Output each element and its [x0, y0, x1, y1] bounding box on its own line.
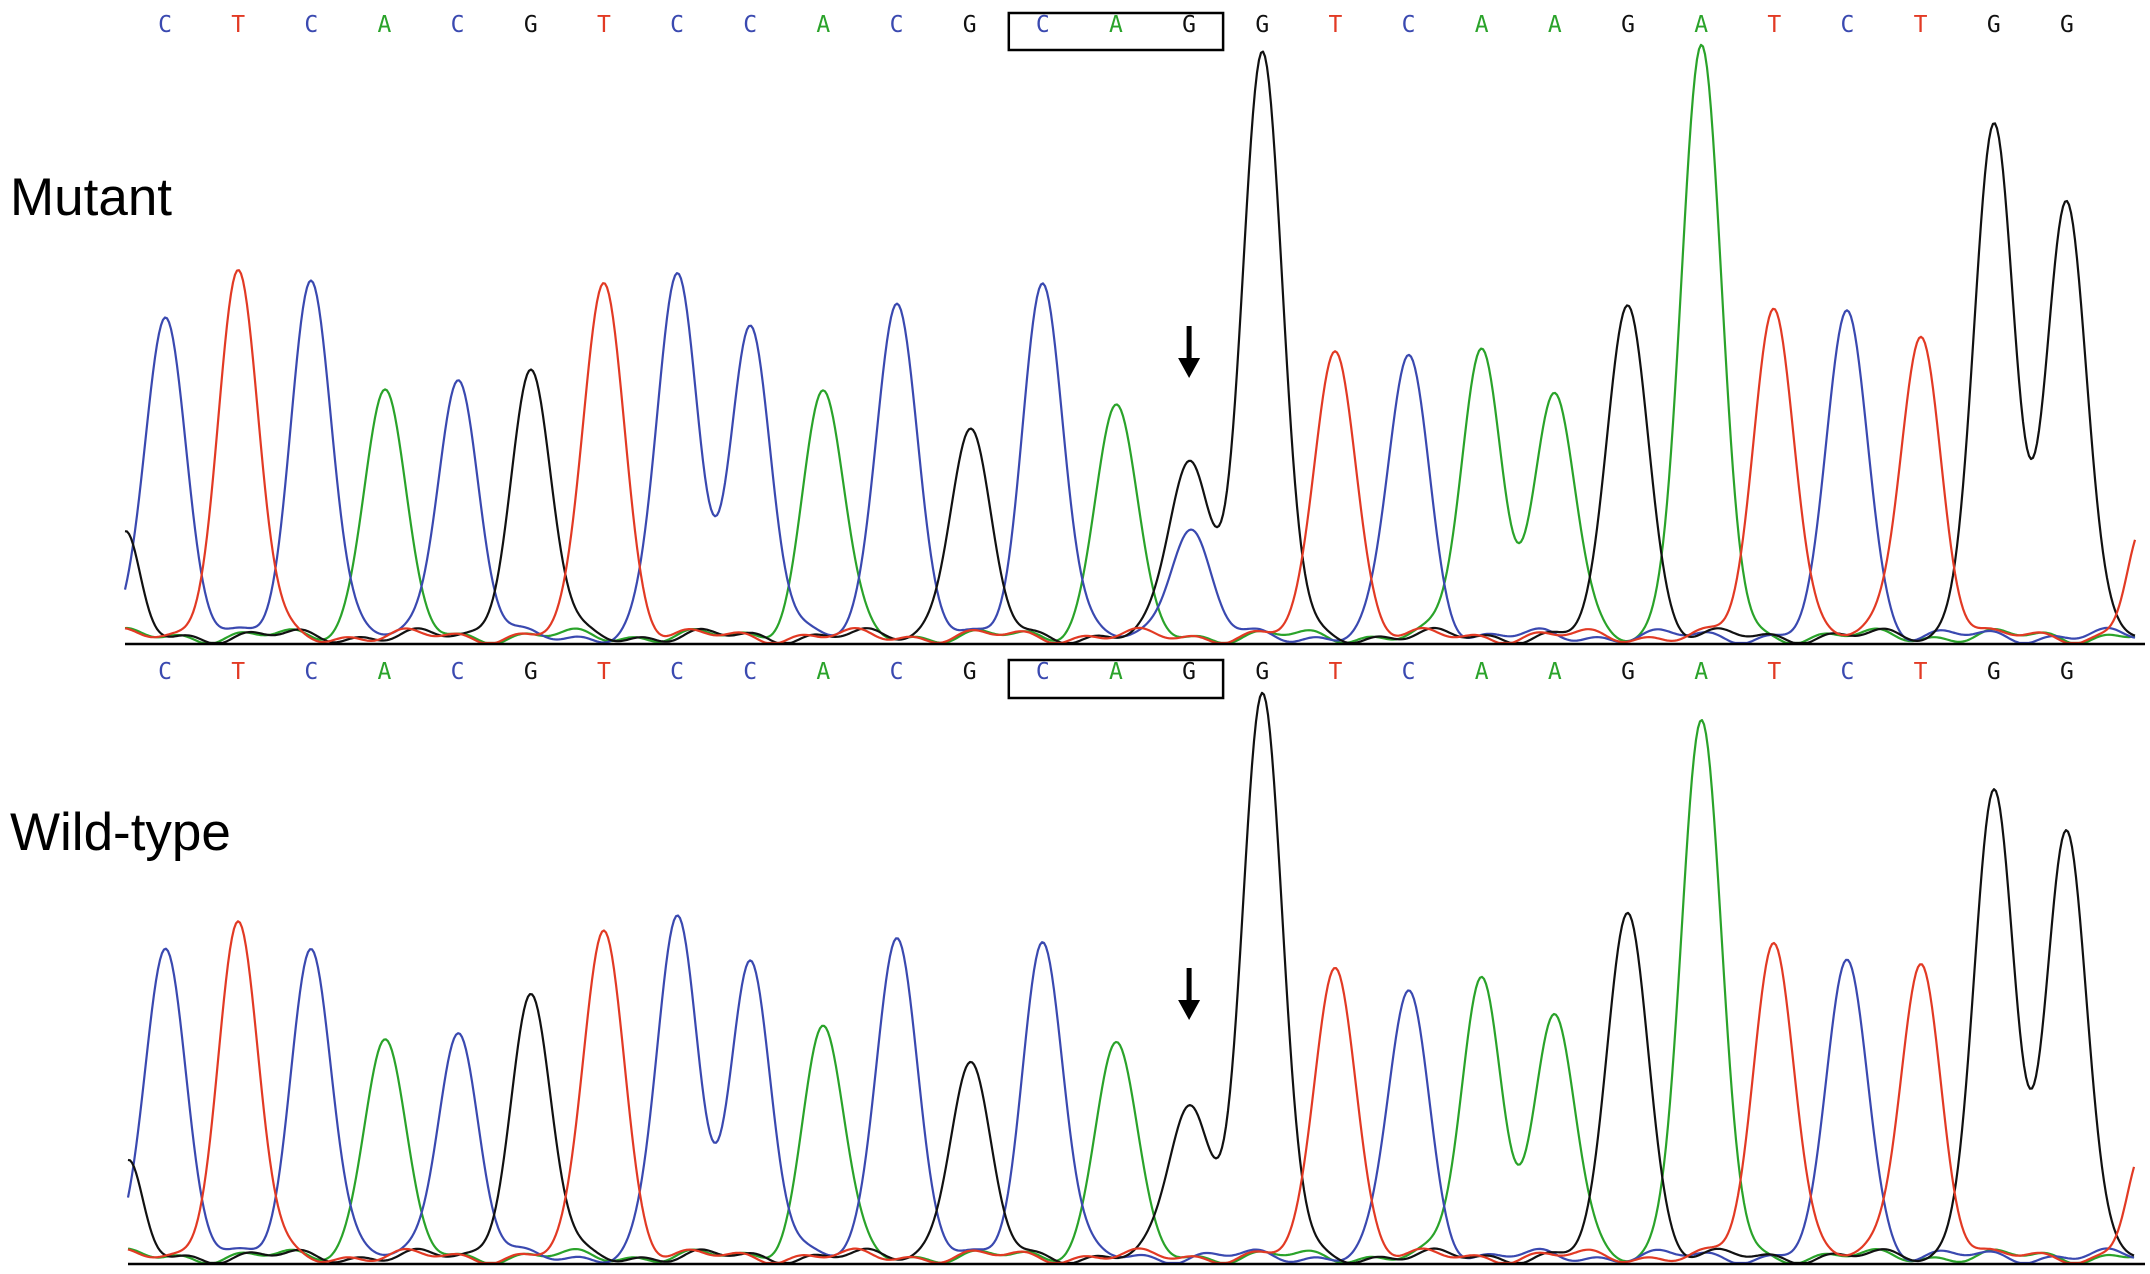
base-call-letter: C — [1402, 12, 1416, 38]
base-call-letter: G — [2060, 12, 2074, 38]
base-call-letter: T — [1767, 12, 1781, 38]
chromatogram-panel-mutant: Mutant C T C A C G T C C A C G C A G G T C A A G A T C T G G — [10, 11, 2145, 646]
base-call-letter: G — [1182, 659, 1196, 685]
base-call-letter: T — [231, 659, 245, 685]
base-call-letter: A — [378, 659, 392, 685]
trace-A — [124, 43, 2136, 645]
base-call-letter: A — [1475, 659, 1489, 685]
base-call-letter: C — [1402, 659, 1416, 685]
down-arrow-icon — [1178, 968, 1201, 1020]
down-arrow-icon — [1178, 326, 1201, 378]
base-call-letter: T — [597, 12, 611, 38]
base-call-letter: A — [1475, 12, 1489, 38]
base-call-letter: T — [1328, 659, 1342, 685]
base-call-letter: C — [158, 12, 172, 38]
base-call-letter: G — [1182, 12, 1196, 38]
base-call-letter: A — [1109, 12, 1123, 38]
base-call-letter: C — [670, 659, 684, 685]
trace-T — [127, 920, 2136, 1265]
chromatogram-panel-wild-type: Wild-type C T C A C G T C C A C G C A G G T C A A G A T C T G G — [10, 658, 2145, 1266]
base-call-letter: A — [816, 659, 830, 685]
base-call-letter: G — [1255, 659, 1269, 685]
base-call-letter: A — [1109, 659, 1123, 685]
base-call-letter: G — [1621, 12, 1635, 38]
base-call-letter: C — [743, 12, 757, 38]
trace-C — [123, 272, 2136, 645]
base-call-letter: C — [890, 12, 904, 38]
base-call-letter: T — [1914, 659, 1928, 685]
trace-group — [126, 691, 2136, 1265]
base-call-letter: T — [597, 659, 611, 685]
base-call-letter: C — [890, 659, 904, 685]
base-call-letter: A — [1548, 12, 1562, 38]
base-call-letter: C — [1841, 12, 1855, 38]
base-call-letter: C — [158, 659, 172, 685]
base-call-letter: C — [451, 12, 465, 38]
base-call-letter: G — [963, 12, 977, 38]
base-call-letter: C — [1036, 659, 1050, 685]
base-call-letter: A — [1694, 659, 1708, 685]
base-call-letter: G — [1255, 12, 1269, 38]
arrow-head — [1178, 358, 1201, 378]
base-call-letter: C — [304, 12, 318, 38]
base-call-letter: C — [451, 659, 465, 685]
base-call-letter: G — [963, 659, 977, 685]
base-call-letter: C — [1036, 12, 1050, 38]
panel-label: Mutant — [10, 168, 172, 227]
trace-C — [126, 914, 2135, 1265]
base-call-letter: C — [304, 659, 318, 685]
base-call-letter: G — [1621, 659, 1635, 685]
base-call-letter: T — [1914, 12, 1928, 38]
base-call-letter: T — [1767, 659, 1781, 685]
base-call-letter: G — [1987, 12, 2001, 38]
trace-T — [124, 269, 2137, 645]
arrow-head — [1178, 1000, 1201, 1020]
base-call-letter: G — [524, 659, 538, 685]
base-call-letter: G — [2060, 659, 2074, 685]
trace-G — [124, 50, 2136, 645]
trace-group — [123, 43, 2137, 645]
base-call-letter: T — [231, 12, 245, 38]
panel-label: Wild-type — [10, 803, 231, 862]
base-call-letter: A — [1694, 12, 1708, 38]
base-call-letter: A — [816, 12, 830, 38]
base-call-letter: C — [743, 659, 757, 685]
base-call-letter: G — [524, 12, 538, 38]
base-call-letter: A — [378, 12, 392, 38]
base-call-letter: A — [1548, 659, 1562, 685]
base-call-letter: C — [670, 12, 684, 38]
base-call-letter: C — [1841, 659, 1855, 685]
base-call-letter: G — [1987, 659, 2001, 685]
base-call-letter: T — [1328, 12, 1342, 38]
codon-highlight-box — [1007, 11, 1225, 52]
codon-highlight-box — [1007, 658, 1225, 700]
